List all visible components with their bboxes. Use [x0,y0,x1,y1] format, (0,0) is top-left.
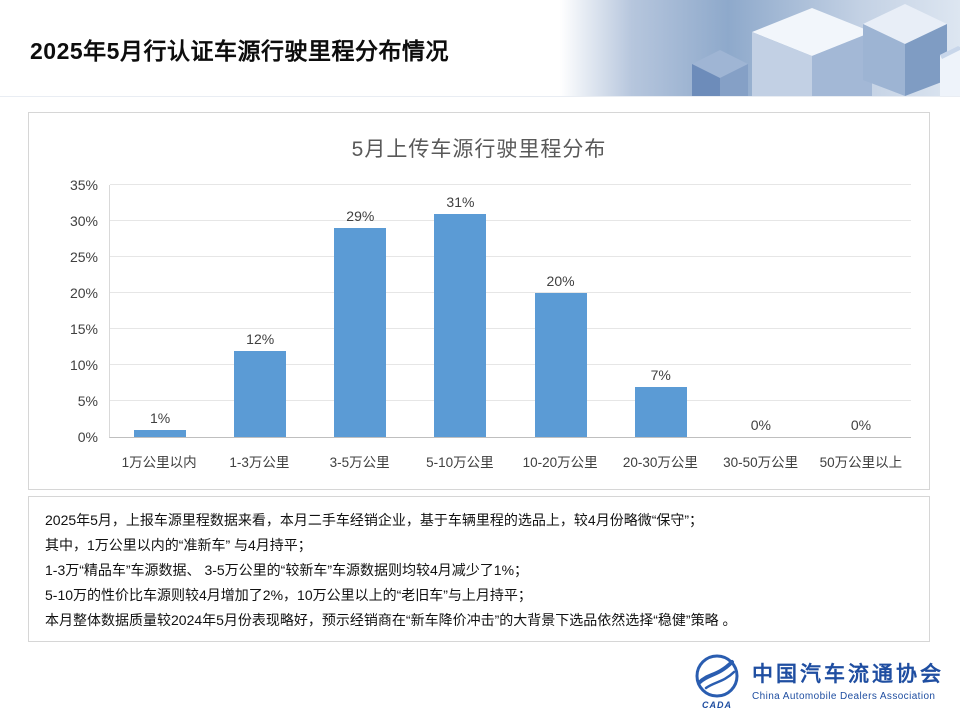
y-axis-tick-label: 25% [69,249,98,265]
cada-text: CADA [702,700,732,710]
gridline [110,220,911,221]
chart-title: 5月上传车源行驶里程分布 [351,138,607,161]
y-axis-tick-label: 10% [69,357,98,373]
gridline [110,256,911,257]
analysis-panel: 2025年5月，上报车源里程数据来看，本月二手车经销企业，基于车辆里程的选品上，… [28,496,930,642]
analysis-line-4: 5-10万的性价比车源则较4月增加了2%，10万公里以上的“老旧车”与上月持平； [45,587,532,603]
chart-panel: 5月上传车源行驶里程分布 0% 5% 10% 15% 20% 25% 30% 35% 1% 12%… [28,112,930,490]
gridline [110,292,911,293]
org-text: 中国汽车流通协会 China Automobile Dealers Associ… [752,652,944,702]
org-name-cn: 中国汽车流通协会 [752,663,944,686]
bar-value-label: 20% [546,273,575,289]
bar-value-label: 31% [446,193,475,210]
bar-slot: 1% [110,185,210,437]
bar-slot: 0% [811,185,911,437]
analysis-line-5: 本月整体数据质量较2024年5月份表现略好，预示经销商在“新车降价冲击”的大背景… [45,612,737,628]
x-axis-tick-label: 50万公里以上 [819,455,903,470]
bar-value-label: 0% [850,417,872,433]
y-axis-tick-label: 20% [69,285,98,301]
analysis-line-1: 2025年5月，上报车源里程数据来看，本月二手车经销企业，基于车辆里程的选品上，… [45,512,704,528]
bar-slot: 20% [511,185,611,437]
y-axis-tick-label: 15% [69,321,98,337]
gridline [110,400,911,401]
analysis-line-3: 1-3万“精品车”车源数据、 3-5万公里的“较新车”车源数据则均较4月减少了1… [45,562,529,578]
banner-cubes-illustration [560,0,960,96]
x-axis-tick-label: 20-30万公里 [622,455,698,470]
gridline [110,328,911,329]
bar-value-label: 12% [246,330,275,347]
cada-logo-icon [695,654,739,698]
analysis-line-2: 其中，1万公里以内的“准新车” 与4月持平； [45,537,312,553]
x-axis-tick-label: 10-20万公里 [522,455,598,470]
bar-3-5万公里: 29% [334,208,387,437]
bar-slot: 7% [611,185,711,437]
bar-10-20万公里: 20% [534,273,587,437]
y-axis-tick-label: 30% [69,213,98,229]
gridline [110,184,911,185]
y-axis-tick-label: 5% [77,393,98,409]
cada-emblem: CADA [692,652,742,710]
plot-area: 0% 5% 10% 15% 20% 25% 30% 35% 1% 12% 29% 31% 20% 7% 0%… [70,178,911,444]
page-title: 2025年5月行认证车源行驶里程分布情况 [30,38,449,64]
bar-value-label: 29% [346,208,375,225]
bar-1-3万公里: 12% [234,331,287,437]
x-axis-tick-label: 1-3万公里 [229,455,290,470]
bar-value-label: 0% [750,417,771,433]
bar-value-label: 7% [650,366,671,383]
org-name-en: China Automobile Dealers Association [752,691,936,702]
bars-layer: 1% 12% 29% 31% 20% 7% 0% 0% [110,185,911,437]
y-axis-tick-label: 0% [77,429,98,445]
gridline [110,364,911,365]
bar-slot: 31% [410,185,510,437]
banner-graphic [560,0,960,96]
bar-slot: 0% [711,185,811,437]
bar-20-30万公里: 7% [634,367,687,437]
x-axis-tick-label: 3-5万公里 [329,455,390,470]
footer-logo: CADA 中国汽车流通协会 China Automobile Dealers A… [692,652,944,710]
x-axis-tick-label: 5-10万公里 [426,455,494,470]
x-axis-tick-label: 30-50万公里 [723,455,799,470]
bar-slot: 29% [310,185,410,437]
y-axis-tick-label: 35% [69,177,98,193]
bar-slot: 12% [210,185,310,437]
bar-value-label: 1% [149,409,171,426]
bar-5-10万公里: 31% [434,194,487,437]
bar-1万公里以内: 1% [134,410,187,437]
slide-header: 2025年5月行认证车源行驶里程分布情况 [0,0,960,97]
x-axis-tick-label: 1万公里以内 [121,455,197,470]
x-axis-labels: 1万公里以内 1-3万公里 3-5万公里 5-10万公里 10-20万公里 20-30万公… [109,451,911,471]
